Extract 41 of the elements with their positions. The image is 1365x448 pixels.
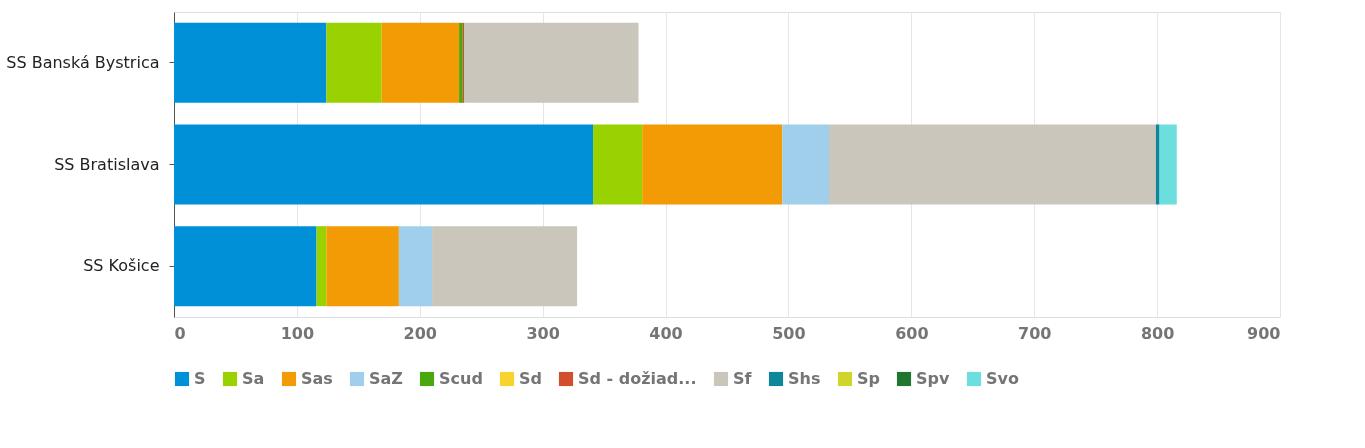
x-tick-label: 0: [174, 323, 186, 343]
x-tick-label: 700: [1018, 323, 1052, 343]
bar: [642, 124, 783, 205]
bar: [432, 226, 578, 307]
legend-label: Spv: [916, 369, 950, 388]
bar: [593, 124, 643, 205]
x-tick-label: 400: [649, 323, 683, 343]
x-tick-label: 600: [895, 323, 929, 343]
y-tick-label: SS Košice: [83, 256, 160, 276]
legend-label: Sf: [733, 369, 753, 388]
bar: [782, 124, 829, 205]
x-tick-label: 100: [280, 323, 315, 343]
y-tick-label: SS Banská Bystrica: [6, 52, 160, 72]
bar: [381, 22, 460, 103]
legend-label: Scud: [439, 369, 483, 388]
y-tick-label: SS Bratislava: [54, 154, 160, 174]
bar: [326, 22, 382, 103]
bar: [1159, 124, 1177, 205]
legend-label: Svo: [986, 369, 1019, 388]
bar: [464, 22, 639, 103]
legend-label: Sp: [857, 369, 880, 388]
legend-label: Sd: [519, 369, 542, 388]
legend-label: Sd - dožiad...: [578, 369, 697, 388]
bar: [174, 226, 317, 307]
legend-label: Sa: [242, 369, 265, 388]
bar: [829, 124, 1156, 205]
legend-label: S: [194, 369, 206, 388]
bar: [174, 22, 327, 103]
x-tick-label: 500: [772, 323, 806, 343]
x-tick-label: 300: [526, 323, 560, 343]
legend-label: Sas: [301, 369, 333, 388]
legend-label: Shs: [788, 369, 821, 388]
x-tick-label: 200: [403, 323, 437, 343]
bar: [316, 226, 327, 307]
x-tick-label: 800: [1140, 323, 1175, 343]
bar: [398, 226, 433, 307]
x-tick-label: 900: [1247, 323, 1281, 343]
bar: [326, 226, 399, 307]
bar: [174, 124, 594, 205]
bar: [1155, 124, 1160, 205]
legend-label: SaZ: [369, 369, 403, 388]
